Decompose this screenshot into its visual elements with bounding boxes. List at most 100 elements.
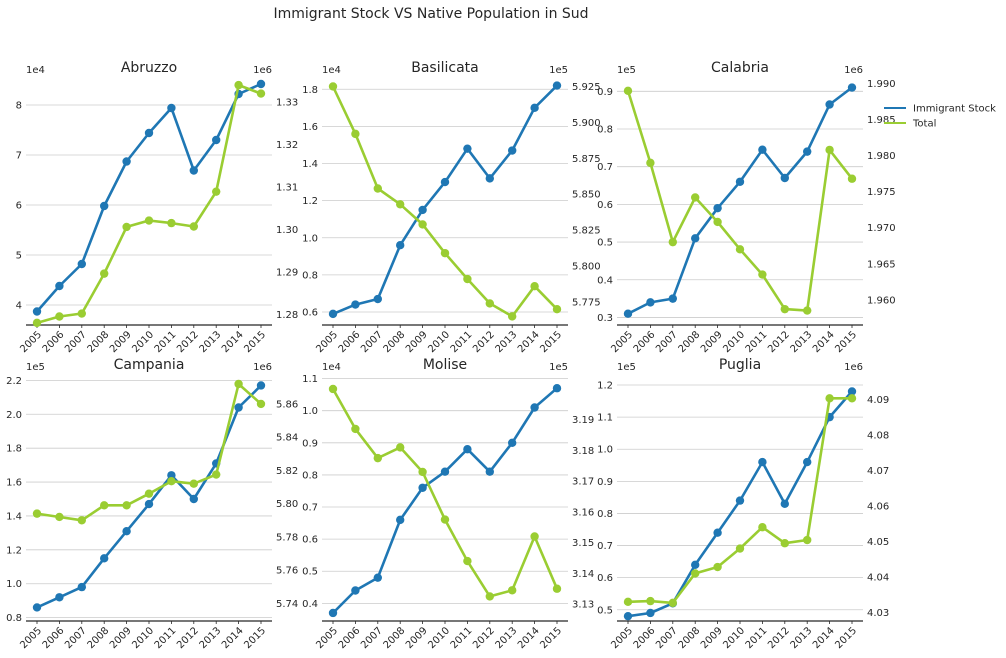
data-point-total	[418, 467, 427, 477]
left-tick-label: 5	[16, 251, 22, 262]
right-tick-label: 5.925	[572, 82, 601, 93]
left-tick-label: 0.7	[302, 503, 318, 514]
data-point-total	[234, 80, 243, 90]
data-point-total	[803, 535, 812, 545]
data-point-total	[463, 274, 472, 284]
x-tick-label: 2011	[744, 625, 770, 651]
x-tick-label: 2015	[242, 625, 268, 651]
data-point-total	[144, 489, 154, 498]
data-point-total	[328, 384, 338, 394]
chart-panels: 4 5 6 7 8 1.28 1.29 1.30 1.31 1.32 1.33 1e4 1e6 Abruz…	[6, 60, 896, 651]
right-tick-label: 1.990	[867, 79, 896, 90]
data-point-immigrant-stock	[55, 281, 64, 291]
data-point-immigrant-stock	[256, 79, 266, 89]
right-axis-multiplier: 1e5	[549, 362, 568, 373]
x-tick-label: 2007	[359, 625, 385, 651]
panel-abruzzo: 4 5 6 7 8 1.28 1.29 1.30 1.31 1.32 1.33 1e4 1e6 Abruz…	[16, 60, 299, 355]
data-point-immigrant-stock	[144, 499, 154, 509]
data-point-immigrant-stock	[552, 81, 562, 90]
right-tick-label: 4.04	[867, 572, 889, 583]
right-axis-multiplier: 1e6	[844, 65, 863, 76]
right-axis-multiplier: 1e6	[253, 65, 272, 76]
x-tick-label: 2008	[677, 329, 703, 355]
x-tick-label: 2005	[314, 329, 340, 355]
x-tick-label: 2009	[108, 329, 134, 355]
right-tick-label: 5.86	[276, 399, 298, 410]
left-tick-label: 0.6	[597, 573, 613, 584]
right-tick-label: 3.19	[572, 415, 594, 426]
data-point-immigrant-stock	[256, 381, 266, 390]
left-axis-multiplier: 1e4	[26, 65, 45, 76]
data-point-total	[623, 86, 633, 96]
right-tick-label: 3.16	[572, 507, 594, 518]
data-point-total	[55, 512, 64, 522]
data-point-total	[691, 193, 700, 202]
right-tick-label: 5.74	[276, 599, 298, 610]
data-point-immigrant-stock	[803, 147, 812, 156]
right-tick-label: 5.800	[572, 262, 601, 273]
data-point-immigrant-stock	[508, 438, 517, 448]
data-point-total	[758, 270, 767, 279]
x-tick-label: 2010	[426, 625, 452, 651]
data-point-total	[167, 477, 176, 486]
x-tick-label: 2005	[18, 329, 44, 355]
x-tick-label: 2014	[516, 329, 542, 355]
data-point-total	[418, 220, 427, 229]
series-line-total	[331, 85, 558, 318]
data-point-total	[55, 312, 64, 321]
x-tick-label: 2008	[86, 329, 112, 355]
panel-title: Abruzzo	[121, 60, 177, 76]
x-tick-label: 2009	[404, 329, 430, 355]
right-tick-label: 4.07	[867, 466, 889, 477]
left-tick-label: 0.8	[302, 470, 318, 481]
data-point-immigrant-stock	[328, 608, 338, 618]
data-point-total	[212, 470, 221, 479]
panel-campania: 0.8 1.0 1.2 1.4 1.6 1.8 2.0 2.2 5.74 5.76 5.78 5.80…	[6, 357, 298, 651]
x-tick-label: 2006	[632, 329, 658, 355]
legend: Immigrant Stock Total	[884, 104, 996, 130]
data-point-immigrant-stock	[328, 309, 338, 319]
x-tick-label: 2012	[766, 329, 792, 355]
data-point-immigrant-stock	[735, 496, 745, 505]
x-tick-label: 2006	[41, 329, 67, 355]
data-point-total	[77, 516, 87, 525]
data-point-immigrant-stock	[189, 494, 198, 504]
x-tick-label: 2009	[699, 625, 725, 651]
left-tick-label: 2.0	[6, 410, 22, 421]
data-point-immigrant-stock	[351, 586, 360, 595]
panel-title: Puglia	[719, 357, 761, 373]
x-tick-label: 2006	[41, 625, 67, 651]
left-tick-label: 7	[16, 151, 22, 162]
right-tick-label: 3.15	[572, 538, 594, 549]
data-point-total	[373, 453, 382, 463]
x-tick-label: 2008	[382, 625, 408, 651]
right-tick-label: 5.775	[572, 298, 601, 309]
left-tick-label: 1.8	[6, 444, 22, 455]
x-tick-label: 2014	[220, 625, 246, 651]
data-point-immigrant-stock	[691, 234, 700, 243]
data-point-total	[623, 597, 633, 607]
x-tick-label: 2011	[449, 625, 475, 651]
data-point-immigrant-stock	[623, 611, 633, 621]
right-tick-label: 1.29	[276, 267, 298, 278]
x-tick-label: 2011	[449, 329, 475, 355]
data-point-total	[508, 312, 517, 321]
x-tick-label: 2010	[130, 329, 156, 355]
right-tick-label: 1.28	[276, 310, 298, 321]
data-point-immigrant-stock	[440, 467, 450, 476]
right-axis-multiplier: 1e5	[549, 65, 568, 76]
right-tick-label: 4.09	[867, 395, 889, 406]
data-point-total	[351, 424, 360, 434]
data-point-total	[713, 217, 722, 227]
data-point-total	[189, 222, 198, 231]
x-tick-label: 2007	[654, 329, 680, 355]
left-tick-label: 2.2	[6, 376, 22, 387]
right-tick-label: 1.970	[867, 223, 896, 234]
data-point-total	[485, 299, 494, 308]
data-point-total	[32, 318, 42, 328]
x-tick-label: 2013	[789, 329, 815, 355]
right-tick-label: 3.14	[572, 569, 594, 580]
left-tick-label: 1.6	[6, 478, 22, 489]
data-point-immigrant-stock	[100, 554, 109, 563]
right-tick-label: 3.17	[572, 477, 594, 488]
